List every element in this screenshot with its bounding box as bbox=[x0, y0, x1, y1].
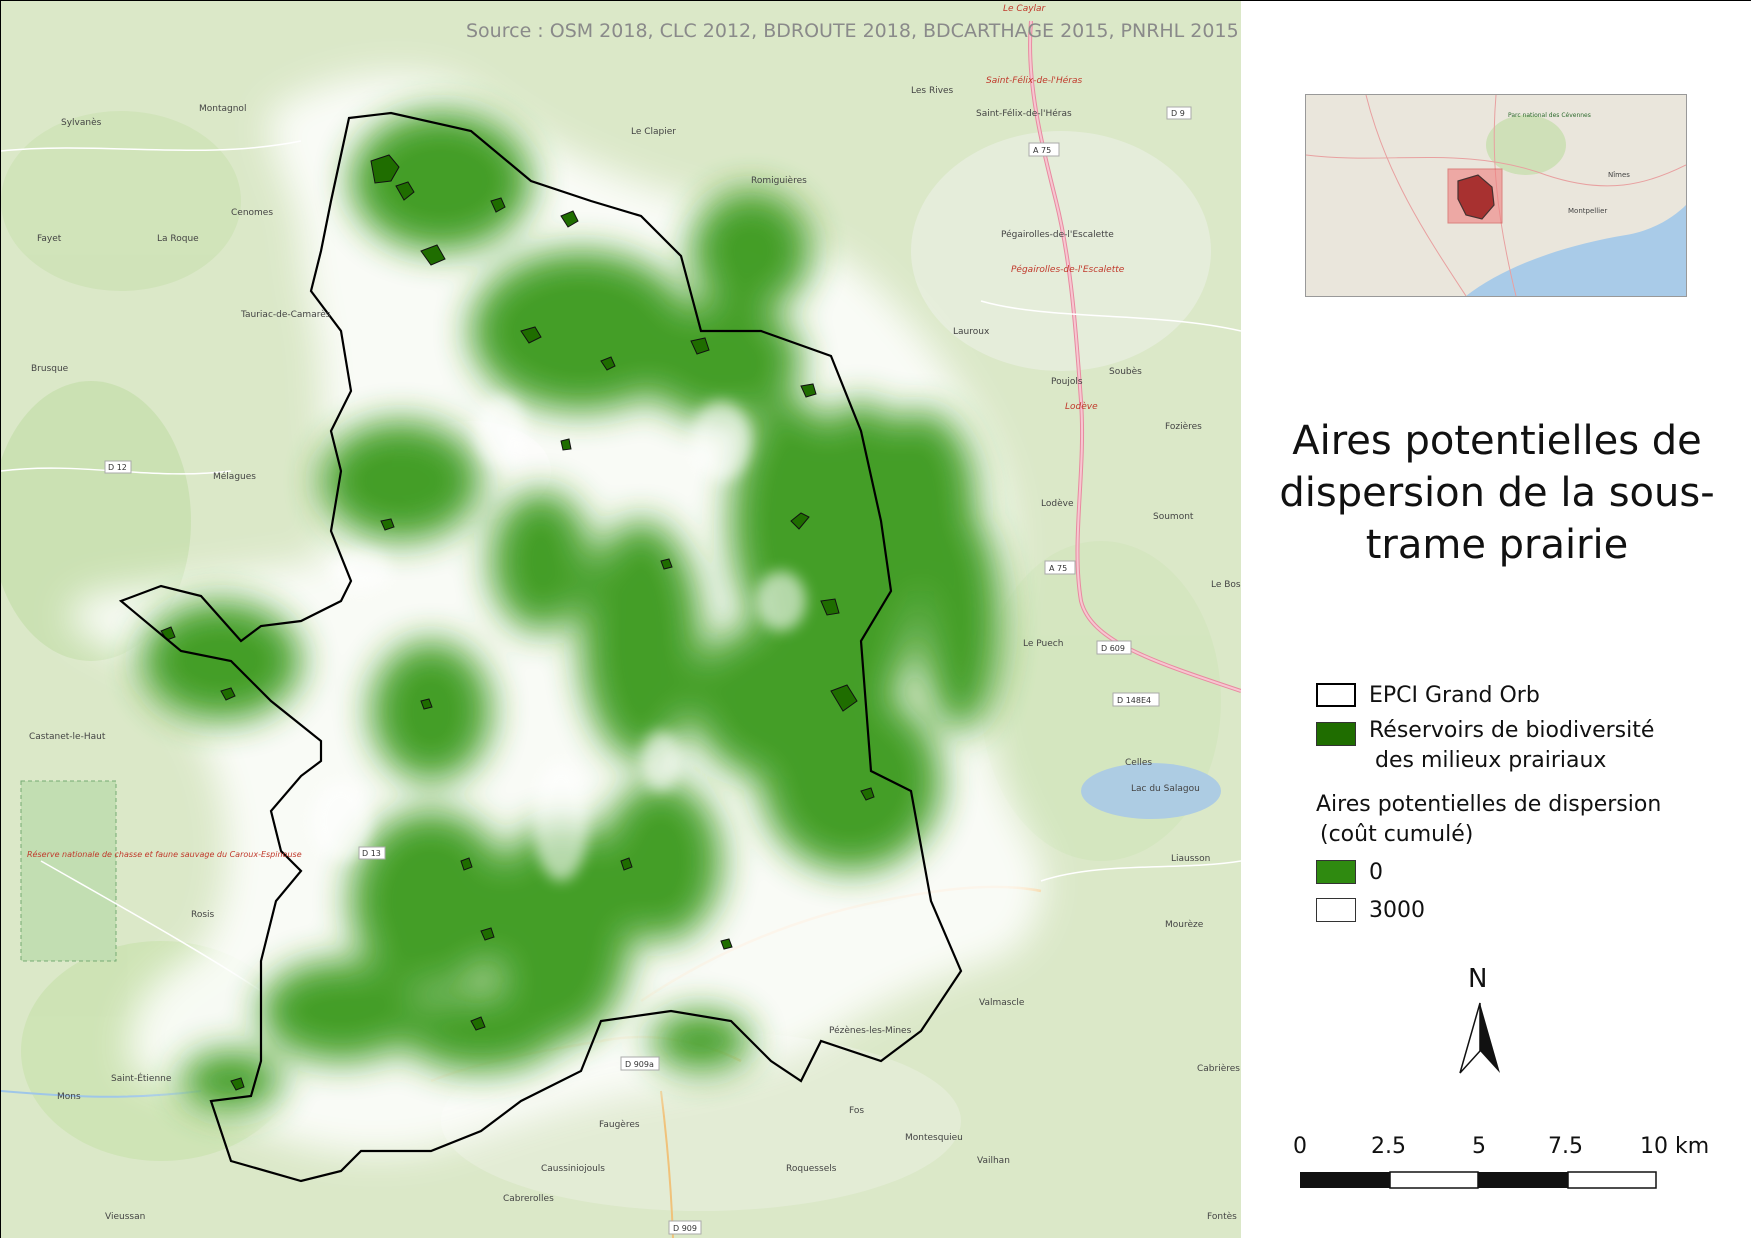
overview-label: Montpellier bbox=[1568, 207, 1607, 215]
scale-tick-label: 10 km bbox=[1640, 1134, 1710, 1159]
place-label: Le Puech bbox=[1023, 639, 1063, 649]
place-label: Fos bbox=[849, 1106, 864, 1116]
place-label: Pégairolles-de-l'Escalette bbox=[1011, 264, 1125, 275]
place-label: Poujols bbox=[1051, 377, 1083, 387]
main-map[interactable]: Le Caylar Saint-Félix-de-l'Héras Les Riv… bbox=[1, 1, 1241, 1238]
legend-title: Aires potentielles de dispersion de la s… bbox=[1279, 418, 1715, 568]
road-label: D 13 bbox=[362, 849, 381, 858]
road-label: D 909a bbox=[625, 1060, 654, 1069]
place-label: Le Bosc bbox=[1211, 580, 1241, 590]
gradient-min-swatch bbox=[1316, 860, 1356, 884]
place-label: Brusque bbox=[31, 364, 69, 374]
place-label: Saint-Étienne bbox=[111, 1072, 172, 1084]
scale-tick-label: 5 bbox=[1472, 1134, 1486, 1159]
dispersion-title-line2: (coût cumulé) bbox=[1320, 822, 1474, 847]
place-label: Le Clapier bbox=[631, 127, 676, 137]
place-label: Cenomes bbox=[231, 208, 273, 218]
place-label: Celles bbox=[1125, 758, 1152, 768]
scale-tick-label: 7.5 bbox=[1548, 1134, 1583, 1159]
road-label: D 9 bbox=[1171, 109, 1185, 118]
place-label: Valmascle bbox=[979, 998, 1025, 1008]
road-labels: D 9 A 75 A 75 D 12 D 609 D 148E4 D 13 D … bbox=[104, 106, 1192, 1235]
epci-swatch bbox=[1316, 683, 1356, 707]
place-label: Faugères bbox=[599, 1119, 640, 1130]
road-label: A 75 bbox=[1049, 564, 1067, 573]
place-label: Lodève bbox=[1041, 498, 1074, 509]
place-label: Montagnol bbox=[199, 104, 246, 114]
place-label: Cabrerolles bbox=[503, 1194, 554, 1204]
road-label: D 909 bbox=[673, 1224, 697, 1233]
north-label: N bbox=[1468, 965, 1487, 994]
source-credit: Source : OSM 2018, CLC 2012, BDROUTE 201… bbox=[466, 20, 1239, 42]
scale-tick-label: 0 bbox=[1293, 1134, 1307, 1159]
north-arrow: N bbox=[1448, 964, 1512, 1089]
place-label: Romiguières bbox=[751, 175, 807, 186]
place-label: Fozières bbox=[1165, 421, 1202, 432]
place-label: Lac du Salagou bbox=[1131, 784, 1200, 794]
place-label: Cabrières bbox=[1197, 1063, 1240, 1074]
place-label: Réserve nationale de chasse et faune sau… bbox=[27, 849, 302, 859]
north-arrow-icon bbox=[1480, 1003, 1500, 1073]
place-label: Caussiniojouls bbox=[541, 1164, 605, 1174]
place-label: Montesquieu bbox=[905, 1133, 963, 1143]
epci-boundary bbox=[118, 111, 963, 1183]
reservoir-label-line2: des milieux prairiaux bbox=[1375, 748, 1607, 773]
overview-map[interactable]: Parc national des Cévennes Nîmes Montpel… bbox=[1305, 94, 1687, 297]
place-label: Soubès bbox=[1109, 366, 1142, 377]
place-label: Fayet bbox=[37, 234, 62, 244]
place-label: Lauroux bbox=[953, 327, 990, 337]
place-label: Mourèze bbox=[1165, 919, 1204, 930]
epci-label: EPCI Grand Orb bbox=[1369, 683, 1540, 708]
place-label: Liausson bbox=[1171, 854, 1210, 864]
road-label: A 75 bbox=[1033, 146, 1051, 155]
place-label: Fontès bbox=[1207, 1211, 1237, 1222]
road-label: D 12 bbox=[108, 463, 127, 472]
gradient-max-swatch bbox=[1316, 898, 1356, 922]
place-label: Roquessels bbox=[786, 1164, 837, 1174]
place-label: Sylvanès bbox=[61, 117, 102, 128]
place-label: Rosis bbox=[191, 910, 215, 920]
gradient-min-label: 0 bbox=[1369, 860, 1383, 885]
reservoir-patches bbox=[160, 154, 875, 1091]
place-label: Le Caylar bbox=[1003, 4, 1047, 14]
place-label: Saint-Félix-de-l'Héras bbox=[976, 108, 1072, 119]
scale-tick-label: 2.5 bbox=[1371, 1134, 1406, 1159]
place-label: Soumont bbox=[1153, 512, 1194, 522]
reservoir-label-line1: Réservoirs de biodiversité bbox=[1369, 718, 1655, 743]
overview-label: Nîmes bbox=[1608, 171, 1630, 179]
scale-bar bbox=[1290, 1130, 1660, 1194]
gradient-max-label: 3000 bbox=[1369, 898, 1425, 923]
dispersion-title-line1: Aires potentielles de dispersion bbox=[1316, 792, 1662, 817]
place-label: Saint-Félix-de-l'Héras bbox=[986, 75, 1082, 86]
place-label: Pégairolles-de-l'Escalette bbox=[1001, 229, 1114, 240]
place-labels: Le Caylar Saint-Félix-de-l'Héras Les Riv… bbox=[27, 4, 1241, 1222]
place-label: Vieussan bbox=[105, 1212, 145, 1222]
place-label: Mélagues bbox=[213, 471, 256, 482]
road-label: D 148E4 bbox=[1117, 696, 1151, 705]
place-label: Lodève bbox=[1065, 401, 1098, 412]
place-label: Castanet-le-Haut bbox=[29, 732, 106, 742]
place-label: Mons bbox=[57, 1092, 81, 1102]
overview-label: Parc national des Cévennes bbox=[1508, 112, 1591, 119]
place-label: Pézènes-les-Mines bbox=[829, 1025, 912, 1036]
reservoir-swatch bbox=[1316, 722, 1356, 746]
place-label: Vailhan bbox=[977, 1156, 1010, 1166]
place-label: La Roque bbox=[157, 234, 199, 244]
road-label: D 609 bbox=[1101, 644, 1125, 653]
place-label: Les Rives bbox=[911, 86, 954, 96]
place-label: Tauriac-de-Camarès bbox=[240, 309, 331, 320]
